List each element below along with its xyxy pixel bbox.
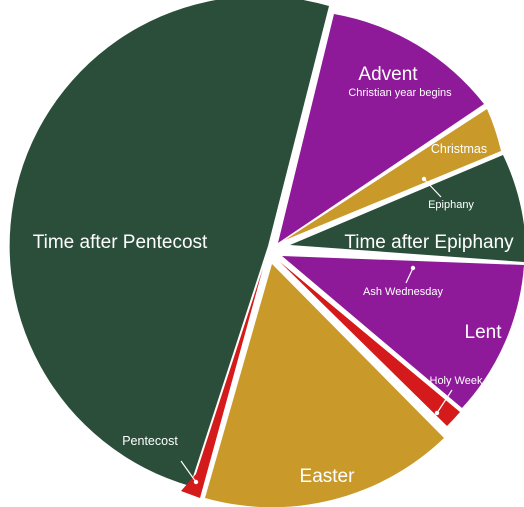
label-christmas: Christmas <box>431 142 487 156</box>
pointer-dot-epiphany <box>421 176 427 182</box>
slice-christmas <box>285 109 501 240</box>
pointer-pentecost <box>180 460 197 483</box>
label-time-after-epiphany: Time after Epiphany <box>344 232 514 253</box>
pointer-dot-holy-week <box>434 410 440 416</box>
label-advent: Advent <box>358 64 418 85</box>
pointer-epiphany <box>423 178 442 198</box>
label-time-after-pentecost: Time after Pentecost <box>33 232 208 253</box>
pointer-holy-week <box>436 389 453 414</box>
label-epiphany: Epiphany <box>428 199 474 211</box>
label-christian-year-begins: Christian year begins <box>348 87 452 99</box>
label-pentecost: Pentecost <box>122 434 178 448</box>
label-holy-week: Holy Week <box>430 375 483 387</box>
pointer-dot-pentecost <box>193 479 199 485</box>
label-ash-wednesday: Ash Wednesday <box>363 286 443 298</box>
pointer-dot-ash-wednesday <box>410 265 416 271</box>
slice-lent <box>282 256 524 408</box>
label-lent: Lent <box>465 322 503 343</box>
slice-holy-week <box>280 262 460 426</box>
slice-time-after-epiphany <box>290 155 524 262</box>
slice-time-after-pentecost <box>9 0 329 486</box>
slice-advent <box>278 14 484 243</box>
pointer-ash-wednesday <box>405 267 414 284</box>
label-easter: Easter <box>300 466 356 487</box>
slice-easter <box>205 264 444 507</box>
